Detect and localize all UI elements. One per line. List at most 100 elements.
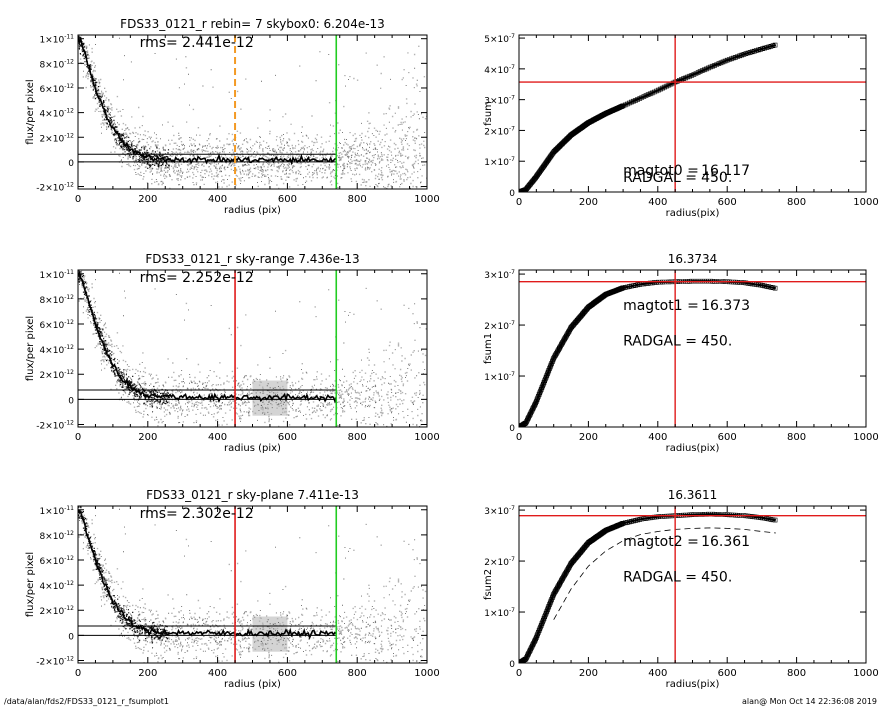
core-points xyxy=(78,270,170,409)
x-tick-label: 1000 xyxy=(414,194,439,205)
x-tick-label: 600 xyxy=(718,197,737,208)
y-tick-label: 0 xyxy=(509,189,515,199)
rms-annotation: rms= 2.252e-12 xyxy=(140,270,254,286)
plot-area xyxy=(519,270,866,427)
label-value-1: 16.117 xyxy=(701,163,750,179)
y-tick-label: 0 xyxy=(68,396,74,406)
rms-annotation: rms= 2.441e-12 xyxy=(140,35,254,51)
y-tick-label: 2×10-7 xyxy=(484,125,515,137)
scatter-points-light xyxy=(78,44,427,189)
y-tick-label: 3×10-7 xyxy=(484,269,515,281)
core-points xyxy=(78,35,170,169)
y-tick-label: 4×10-12 xyxy=(39,580,74,592)
y-tick-label: 2×10-12 xyxy=(39,369,74,381)
scatter-points-light xyxy=(78,515,427,663)
x-tick-label: 400 xyxy=(208,668,227,679)
profile-line xyxy=(78,36,337,166)
x-axis-label: radius (pix) xyxy=(224,205,281,216)
cumulative-curve xyxy=(519,43,777,192)
x-axis-label: radius(pix) xyxy=(666,208,720,219)
scatter-points-dark xyxy=(78,270,427,427)
chart-panel-3: rms= 2.302e-120 200 400 600 800 1000-2×10-120… xyxy=(25,488,440,690)
x-tick-label: 600 xyxy=(278,194,297,205)
label-value-2: 450. xyxy=(701,170,732,186)
x-tick-label: 200 xyxy=(579,668,598,679)
x-tick-label: 600 xyxy=(718,432,737,443)
y-axis-label: flux/per pixel xyxy=(25,316,36,381)
y-tick-label: 3×10-7 xyxy=(484,505,515,517)
rms-annotation: rms= 2.302e-12 xyxy=(140,506,254,522)
x-tick-label: 0 xyxy=(516,668,522,679)
scatter-points-dark xyxy=(78,35,427,189)
x-tick-label: 800 xyxy=(787,668,806,679)
label-key-1: magtot1 = xyxy=(623,298,699,314)
y-tick-label: 4×10-12 xyxy=(39,344,74,356)
label-key-2: RADGAL = xyxy=(623,333,697,349)
x-tick-label: 200 xyxy=(138,432,157,443)
x-tick-label: 400 xyxy=(208,432,227,443)
x-axis-label: radius (pix) xyxy=(224,443,281,454)
plot-area xyxy=(78,35,427,189)
dashed-curve xyxy=(553,527,776,620)
x-tick-label: 600 xyxy=(278,668,297,679)
label-value-2: 450. xyxy=(701,569,732,585)
y-tick-label: 8×10-12 xyxy=(39,58,74,70)
x-tick-label: 400 xyxy=(648,432,667,443)
label-key-1: magtot2 = xyxy=(623,534,699,550)
x-tick-label: 800 xyxy=(348,668,367,679)
x-tick-label: 200 xyxy=(138,668,157,679)
x-tick-label: 1000 xyxy=(414,668,439,679)
footer-path: /data/alan/fds2/FDS33_0121_r_fsumplot1 xyxy=(4,697,169,706)
x-tick-label: 200 xyxy=(138,194,157,205)
y-tick-label: 0 xyxy=(68,632,74,642)
x-tick-label: 800 xyxy=(348,432,367,443)
x-tick-label: 800 xyxy=(787,197,806,208)
y-tick-label: 8×10-12 xyxy=(39,294,74,306)
y-tick-label: -2×10-12 xyxy=(36,419,74,431)
x-tick-label: 0 xyxy=(516,432,522,443)
y-tick-label: 3×10-7 xyxy=(484,95,515,107)
label-value-2: 450. xyxy=(701,333,732,349)
y-tick-label: 1×10-11 xyxy=(39,505,74,517)
y-tick-label: 2×10-12 xyxy=(39,132,74,144)
y-tick-label: 4×10-12 xyxy=(39,108,74,120)
y-tick-label: -2×10-12 xyxy=(36,655,74,667)
x-tick-label: 400 xyxy=(208,194,227,205)
label-key-2: RADGAL = xyxy=(623,569,697,585)
y-tick-label: 1×10-11 xyxy=(39,269,74,281)
y-tick-label: 5×10-7 xyxy=(484,33,515,45)
chart-title: 16.3611 xyxy=(668,488,718,502)
label-key-1: magtot0 = xyxy=(623,163,699,179)
y-tick-label: -2×10-12 xyxy=(36,182,74,194)
chart-panel-5: magtot1 = 16.373 RADGAL = 450. 0 200 400 600 800… xyxy=(483,252,879,454)
x-axis-label: radius(pix) xyxy=(666,443,720,454)
x-tick-label: 1000 xyxy=(414,432,439,443)
x-tick-label: 600 xyxy=(718,668,737,679)
x-tick-label: 600 xyxy=(278,432,297,443)
x-tick-label: 800 xyxy=(348,194,367,205)
y-tick-label: 1×10-7 xyxy=(484,607,515,619)
label-value-1: 16.361 xyxy=(701,534,750,550)
x-tick-label: 0 xyxy=(516,197,522,208)
profile-line xyxy=(78,510,337,640)
y-tick-label: 0 xyxy=(509,424,515,434)
scatter-points-dark xyxy=(78,506,427,663)
chart-title: 16.3734 xyxy=(668,252,718,266)
y-tick-label: 2×10-12 xyxy=(39,605,74,617)
x-tick-label: 1000 xyxy=(853,197,878,208)
core-points xyxy=(78,506,170,644)
chart-panel-2: rms= 2.252e-120 200 400 600 800 1000-2×10-120… xyxy=(25,252,440,454)
x-tick-label: 200 xyxy=(579,197,598,208)
x-tick-label: 1000 xyxy=(853,668,878,679)
chart-title: FDS33_0121_r sky-range 7.436e-13 xyxy=(145,252,359,266)
x-tick-label: 0 xyxy=(75,194,81,205)
x-axis-label: radius(pix) xyxy=(666,679,720,690)
x-tick-label: 1000 xyxy=(853,432,878,443)
x-axis-label: radius (pix) xyxy=(224,679,281,690)
x-tick-label: 0 xyxy=(75,668,81,679)
chart-title: FDS33_0121_r rebin= 7 skybox0: 6.204e-13 xyxy=(120,17,385,31)
label-key-2: RADGAL = xyxy=(623,170,697,186)
y-tick-label: 0 xyxy=(68,159,74,169)
